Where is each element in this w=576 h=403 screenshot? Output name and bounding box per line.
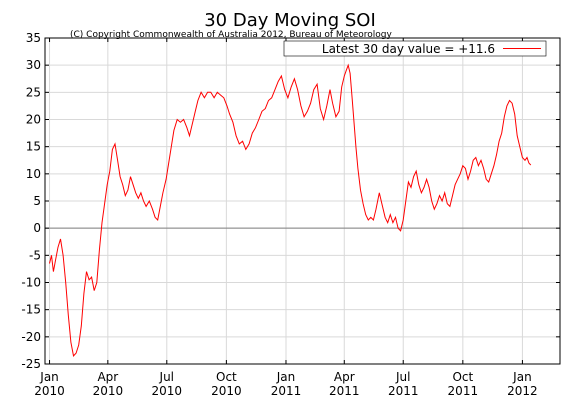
x-tick-label-year: 2011 [271, 384, 302, 398]
x-tick-label-year: 2010 [34, 384, 65, 398]
x-tick-label-year: 2010 [211, 384, 242, 398]
y-tick-label: -10 [21, 276, 41, 290]
legend-box [283, 40, 547, 57]
x-tick-label-month: Jan [276, 370, 296, 384]
x-tick-label-month: Jan [512, 370, 532, 384]
x-tick-label-year: 2010 [93, 384, 124, 398]
y-tick-label: 35 [26, 31, 41, 45]
y-tick-label: 15 [26, 140, 41, 154]
legend: Latest 30 day value = +11.6 [283, 40, 547, 57]
x-tick-label-month: Apr [97, 370, 118, 384]
x-tick-label-month: Apr [334, 370, 355, 384]
x-tick-label-year: 2012 [507, 384, 538, 398]
grid [45, 37, 560, 365]
y-tick-label: -20 [21, 330, 41, 344]
chart-title: 30 Day Moving SOI [204, 10, 376, 31]
x-tick-label-month: Jan [39, 370, 59, 384]
x-tick-label-month: Oct [216, 370, 237, 384]
x-tick-label-month: Jul [159, 370, 174, 384]
y-tick-label: 0 [33, 221, 41, 235]
y-tick-label: 20 [26, 113, 41, 127]
y-tick-label: -5 [29, 248, 41, 262]
x-axis: Jan2010Apr2010Jul2010Oct2010Jan2011Apr20… [34, 38, 538, 398]
soi-series-line [49, 63, 532, 357]
x-tick-label-month: Jul [395, 370, 410, 384]
y-tick-label: 5 [33, 194, 41, 208]
y-tick-label: 30 [26, 58, 41, 72]
y-tick-label: -25 [21, 357, 41, 371]
y-tick-label: 10 [26, 167, 41, 181]
x-tick-label-year: 2011 [448, 384, 479, 398]
legend-label: Latest 30 day value = +11.6 [322, 42, 495, 56]
chart-subtitle: (C) Copyright Commonwealth of Australia … [70, 30, 393, 40]
x-tick-label-year: 2011 [388, 384, 419, 398]
y-axis: -25 -20 -15 -10 -5 0 5 10 15 20 25 30 35 [21, 31, 560, 371]
x-tick-label-year: 2010 [152, 384, 183, 398]
y-tick-label: -15 [21, 303, 41, 317]
y-tick-label: 25 [26, 85, 41, 99]
x-tick-label-year: 2011 [329, 384, 360, 398]
x-tick-label-month: Oct [452, 370, 473, 384]
